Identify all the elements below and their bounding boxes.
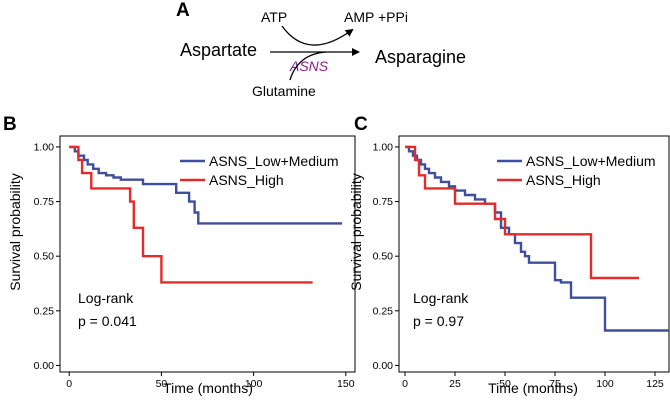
panel-c-xlabel: Time (months)	[488, 380, 578, 396]
panel-c-ytick-label: 0.00	[373, 360, 394, 372]
panel-b-ytick-label: 0.00	[34, 360, 55, 372]
panel-b-ylabel: Survival probability	[7, 173, 23, 291]
panel-b-ytick-label: 0.25	[34, 305, 55, 317]
panel-c-curve-low-medium	[405, 145, 669, 332]
asparagine-label: Asparagine	[375, 47, 466, 67]
panel-c-kaplan-meier: C Survival probability Time (months) 0 25…	[348, 114, 670, 396]
panel-b-legend: ASNS_Low+Medium ASNS_High	[180, 153, 339, 188]
panel-c-label: C	[354, 114, 368, 135]
panel-c-legend: ASNS_Low+Medium ASNS_High	[497, 153, 656, 188]
panel-c-xtick-label: 25	[449, 378, 461, 390]
panel-b-curve-low-medium	[69, 145, 343, 225]
asns-enzyme-label: ASNS	[289, 58, 329, 74]
panel-c-xtick-label: 75	[549, 378, 561, 390]
panel-b-ytick-label: 0.50	[34, 251, 55, 263]
panel-c-xtick-label: 100	[596, 378, 614, 390]
panel-c-xtick-label: 125	[646, 378, 664, 390]
panel-b-curves	[69, 145, 343, 284]
panel-c-pvalue: p = 0.97	[413, 313, 464, 329]
panel-c-axes: 0 25 50 75 100 125 0.00 0.25 0.50 0.75 1.00	[373, 141, 664, 390]
panel-c-legend-label-low: ASNS_Low+Medium	[526, 153, 656, 169]
glutamine-curved-arrow	[289, 51, 327, 81]
panel-c-ytick-label: 0.75	[373, 196, 394, 208]
panel-c-ylabel: Survival probability	[348, 173, 364, 291]
panel-c-logrank-label: Log-rank	[413, 290, 469, 306]
panel-a-label: A	[176, 0, 190, 21]
panel-b-ytick-label: 0.75	[34, 196, 55, 208]
panel-b-axes: 0 50 100 150 0.00 0.25 0.50 0.75 1.00	[34, 141, 355, 390]
panel-b-kaplan-meier: B Survival probability Time (months) 0 50…	[3, 114, 356, 396]
panel-b-label: B	[3, 114, 17, 135]
panel-b-legend-label-high: ASNS_High	[209, 172, 284, 188]
panel-c-xtick-label: 50	[499, 378, 511, 390]
panel-b-xtick-label: 50	[156, 378, 168, 390]
panel-c-ytick-label: 1.00	[373, 141, 394, 153]
panel-b-ytick-label: 1.00	[34, 141, 55, 153]
atp-amp-curved-arrow	[281, 25, 354, 46]
panel-b-xlabel: Time (months)	[163, 380, 253, 396]
atp-label: ATP	[261, 9, 287, 25]
panel-c-ytick-label: 0.25	[373, 305, 394, 317]
panel-b-xtick-label: 150	[337, 378, 355, 390]
amp-ppi-label: AMP +PPi	[344, 9, 408, 25]
glutamine-label: Glutamine	[252, 83, 316, 99]
panel-b-logrank-label: Log-rank	[78, 290, 134, 306]
panel-c-legend-label-high: ASNS_High	[526, 172, 601, 188]
panel-a: A ATP AMP +PPi Aspartate Asparagine ASNS…	[176, 0, 466, 99]
panel-c-curve-high	[405, 145, 639, 280]
panel-b-xtick-label: 0	[66, 378, 72, 390]
panel-c-plot-frame	[398, 135, 670, 373]
aspartate-label: Aspartate	[180, 40, 257, 60]
panel-b-xtick-label: 100	[245, 378, 263, 390]
panel-b-curve-high	[69, 145, 313, 284]
panel-c-curves	[405, 145, 669, 332]
panel-c-ytick-label: 0.50	[373, 251, 394, 263]
panel-b-plot-frame	[59, 135, 356, 373]
panel-b-legend-label-low: ASNS_Low+Medium	[209, 153, 339, 169]
panel-c-xtick-label: 0	[402, 378, 408, 390]
panel-b-pvalue: p = 0.041	[78, 313, 137, 329]
